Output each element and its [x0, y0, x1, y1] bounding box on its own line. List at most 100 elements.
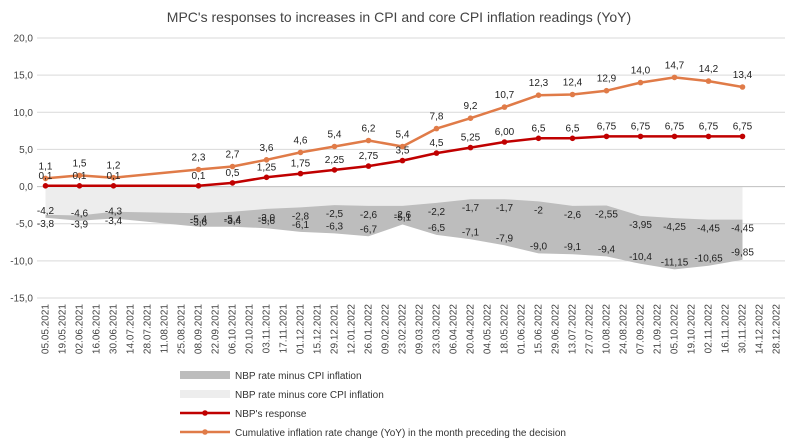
x-tick-label: 19.10.2022	[687, 304, 698, 354]
data-label: 0,5	[226, 168, 240, 179]
data-label: -2,5	[326, 209, 344, 220]
data-label: 6,00	[495, 127, 515, 138]
data-label: 6,5	[566, 123, 580, 134]
chart-title: MPC's responses to increases in CPI and …	[167, 9, 631, 25]
x-tick-label: 16.06.2021	[92, 304, 103, 354]
data-label: 12,9	[597, 74, 617, 85]
data-point	[671, 133, 678, 140]
data-point	[263, 157, 270, 163]
data-label: -2,2	[428, 207, 446, 218]
data-point	[705, 78, 712, 84]
data-label: -6,7	[360, 224, 378, 235]
data-point	[297, 149, 304, 156]
x-tick-label: 07.09.2022	[636, 304, 647, 354]
y-tick-label: -5,0	[16, 219, 34, 230]
x-tick-label: 18.05.2022	[500, 304, 511, 354]
y-tick-label: 10,0	[14, 108, 34, 119]
x-tick-label: 05.10.2022	[670, 304, 681, 354]
x-tick-label: 29.12.2021	[330, 304, 341, 354]
data-label: 0,1	[107, 171, 121, 182]
x-tick-label: 25.08.2021	[177, 304, 188, 354]
data-label: -7,1	[462, 227, 480, 238]
area-series	[45, 186, 743, 270]
data-point	[76, 172, 83, 179]
x-tick-label: 03.11.2021	[262, 304, 273, 354]
data-label: 4,5	[430, 138, 444, 149]
x-tick-label: 19.05.2021	[58, 304, 69, 354]
data-point	[637, 133, 644, 140]
y-tick-label: -15,0	[10, 294, 33, 305]
data-labels: -4,2 -4,6 -4,3 -5,4 -5,4 -5,6 -6,1 -6,3 -6,7 -5,1…	[37, 60, 754, 268]
data-label: 6,2	[362, 124, 376, 135]
line-nbp-s-response	[45, 135, 743, 188]
data-point	[535, 92, 542, 98]
data-label: -9,85	[731, 248, 754, 259]
x-tick-label: 15.06.2022	[534, 304, 545, 354]
y-tick-labels: 20,0 15,0 10,0 5,0 0,0 -5,0 -10,0 -15,0	[10, 34, 33, 305]
y-tick-label: -10,0	[10, 256, 33, 267]
data-label: -3,6	[190, 217, 208, 228]
data-point	[331, 167, 338, 173]
x-tick-label: 29.06.2022	[551, 304, 562, 354]
x-tick-label: 13.07.2022	[568, 304, 579, 354]
data-label: 1,25	[257, 162, 277, 173]
x-tick-label: 06.04.2022	[449, 304, 460, 354]
data-label: 14,2	[699, 64, 719, 75]
data-label: -6,5	[428, 223, 446, 234]
data-point	[365, 137, 372, 144]
x-tick-label: 02.06.2021	[75, 304, 86, 354]
data-point	[399, 143, 406, 150]
legend: NBP rate minus CPI inflation NBP rate min…	[180, 371, 566, 439]
data-label: -5,4	[190, 215, 208, 226]
data-label: 12,4	[563, 78, 583, 89]
data-label: -3,0	[258, 213, 276, 224]
data-label: -1,7	[462, 203, 480, 214]
data-label: -2,55	[595, 210, 618, 221]
data-label: -6,3	[326, 221, 344, 232]
x-tick-label: 23.03.2022	[432, 304, 443, 354]
data-label: 1,5	[73, 158, 87, 169]
data-label: 2,25	[325, 155, 345, 166]
data-point	[603, 133, 610, 140]
x-tick-label: 05.05.2021	[41, 304, 52, 354]
x-tick-label: 02.11.2022	[704, 304, 715, 354]
data-point	[603, 87, 610, 94]
line-cumulative-inflation-rate-change-yoy-in-	[45, 76, 743, 180]
data-label: -3,95	[629, 220, 652, 231]
x-tick-label: 20.04.2022	[466, 304, 477, 354]
data-label: -2,6	[564, 210, 582, 221]
data-label: -2,8	[292, 211, 310, 222]
x-tick-label: 11.08.2021	[160, 304, 171, 354]
area-nbp-rate-minus-core-cpi-inflation	[45, 186, 743, 220]
data-label: -9,1	[564, 242, 582, 253]
data-label: 3,6	[260, 143, 274, 154]
data-label: -3,8	[37, 219, 55, 230]
data-label: -1,7	[496, 203, 514, 214]
data-label: -4,3	[105, 207, 123, 218]
data-label: -2,6	[394, 210, 412, 221]
data-label: 4,6	[294, 135, 308, 146]
x-tick-label: 30.06.2021	[109, 304, 120, 354]
data-label: -4,25	[663, 222, 686, 233]
legend-swatch	[180, 390, 230, 398]
data-point	[229, 163, 236, 170]
data-point	[297, 170, 304, 177]
x-tick-label: 10.08.2022	[602, 304, 613, 354]
data-label: -2,6	[360, 210, 378, 221]
data-label: 5,25	[461, 133, 481, 144]
x-tick-label: 14.07.2021	[126, 304, 137, 354]
x-tick-label: 23.02.2022	[398, 304, 409, 354]
data-label: 0,1	[39, 171, 53, 182]
data-label: -2	[534, 205, 543, 216]
x-tick-label: 20.10.2021	[245, 304, 256, 354]
data-point	[501, 139, 508, 145]
data-point	[195, 183, 202, 189]
data-point	[569, 91, 576, 98]
data-point	[467, 115, 474, 121]
data-point	[331, 143, 338, 150]
data-point	[76, 183, 83, 189]
x-tick-label: 24.08.2022	[619, 304, 630, 354]
data-label: -4,2	[37, 206, 55, 217]
legend-label: NBP rate minus core CPI inflation	[235, 390, 384, 401]
